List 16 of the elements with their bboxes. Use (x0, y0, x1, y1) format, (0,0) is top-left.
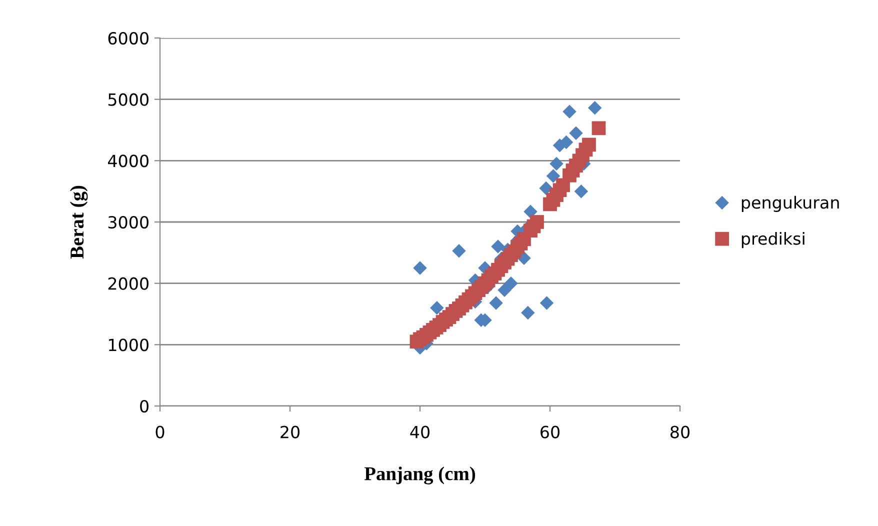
x-tick-label: 40 (410, 426, 430, 438)
x-tick-label: 0 (156, 426, 164, 438)
y-tick-label: 2000 (108, 277, 148, 290)
y-tick-label: 4000 (108, 154, 148, 168)
y-tick-label: 6000 (108, 32, 148, 45)
x-tick-label: 20 (280, 426, 300, 438)
y-tick-label: 1000 (108, 338, 148, 352)
y-tick-label: 3000 (108, 216, 148, 229)
legend-label: pengukuran (742, 196, 839, 212)
y-axis-title: Berat (g) (70, 186, 88, 259)
x-axis-title: Panjang (cm) (364, 466, 476, 484)
y-tick-label: 0 (140, 400, 148, 413)
legend-label: prediksi (742, 232, 804, 248)
y-tick-label: 5000 (108, 93, 148, 106)
x-tick-label: 60 (540, 426, 560, 438)
x-tick-label: 80 (670, 426, 690, 438)
